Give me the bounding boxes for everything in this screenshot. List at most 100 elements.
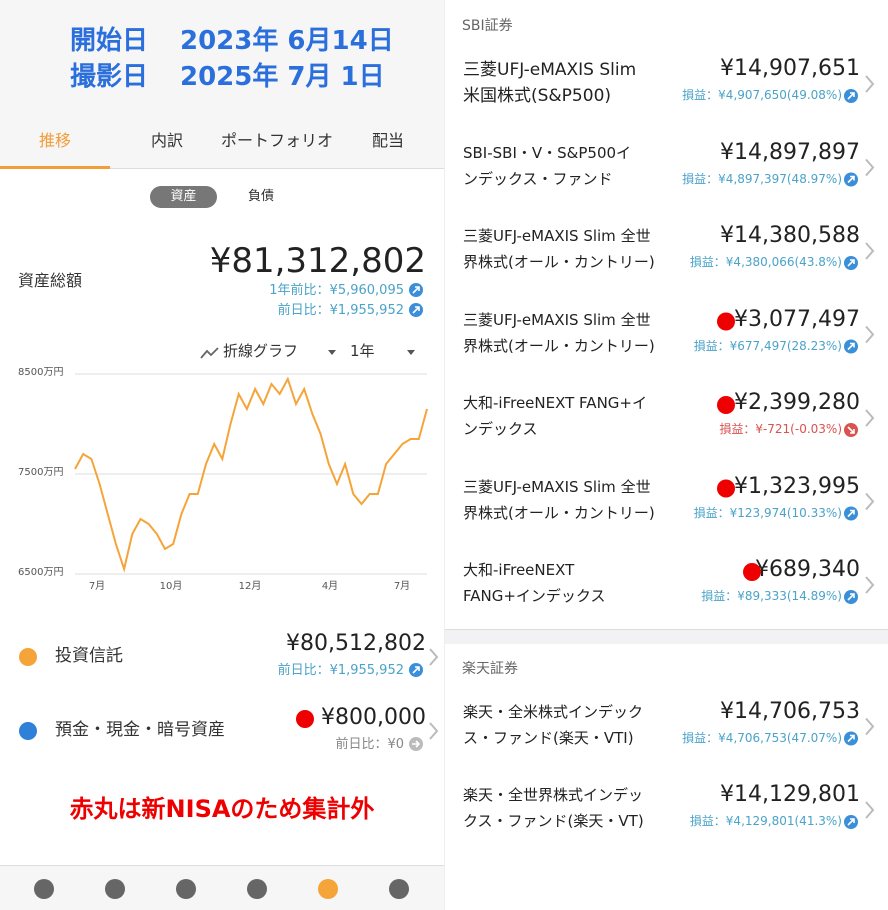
y-tick-label: 7500万円 [18, 467, 64, 478]
period[interactable]: 1年 [350, 342, 375, 360]
section-title: SBI証券 [462, 18, 513, 34]
gain-icon [844, 815, 858, 829]
y-tick-label: 6500万円 [18, 567, 64, 578]
fund-name[interactable]: 界株式(オール・カントリー) [463, 336, 655, 355]
fund-gain: 損益：¥4,907,650(49.08%) [682, 88, 842, 102]
category-name[interactable]: 預金・現金・暗号資産 [55, 720, 225, 740]
gain-icon-glyph [847, 593, 855, 601]
change-icon-glyph [412, 740, 421, 748]
fund-name[interactable]: 三菱UFJ-eMAXIS Slim 全世 [463, 477, 651, 496]
category-dot [19, 648, 37, 666]
x-tick-label: 10月 [159, 581, 183, 592]
fund-name[interactable]: 楽天・全世界株式インデッ [463, 786, 644, 804]
section-title: 楽天証券 [462, 660, 518, 677]
y-tick-label: 8500万円 [18, 367, 64, 378]
fund-gain: 損益：¥123,974(10.33%) [693, 505, 842, 520]
gain-icon [844, 590, 858, 604]
fund-name[interactable]: ンデックス・ファンド [463, 169, 613, 188]
fund-amount: ¥14,907,651 [720, 56, 860, 81]
chevron [865, 801, 875, 819]
category-dot [19, 722, 37, 740]
fund-amount: ¥2,399,280 [734, 390, 860, 415]
panel-divider [444, 0, 445, 910]
fund-name[interactable]: 三菱UFJ-eMAXIS Slim 全世 [463, 227, 651, 245]
chevron [865, 242, 875, 260]
fund-gain: 損益：¥4,897,397(48.97%) [682, 171, 842, 186]
toggle-option[interactable]: 資産 [170, 189, 197, 204]
fund-name[interactable]: SBI-SBI・V・S&P500イ [463, 143, 632, 162]
year-change: 1年前比：¥5,960,095 [269, 283, 404, 298]
fund-name[interactable]: ンデックス [463, 420, 538, 438]
change-icon [409, 737, 423, 751]
change-icon [409, 283, 423, 297]
gain-icon-glyph [847, 92, 855, 100]
change-icon [409, 303, 423, 317]
chevron [865, 492, 875, 511]
chart-type-icon [200, 347, 219, 359]
chevron [865, 717, 875, 736]
fund-name[interactable]: 三菱UFJ-eMAXIS Slim 全世 [463, 310, 651, 329]
fund-name[interactable]: 大和-iFreeNEXT FANG+イ [463, 394, 647, 412]
fund-amount: ¥14,380,588 [720, 223, 860, 248]
fund-amount: ¥1,323,995 [734, 473, 860, 499]
chevron [429, 648, 439, 666]
header-label: 開始日 [70, 26, 149, 56]
fund-name[interactable]: 米国株式(S&P500) [463, 86, 612, 106]
fund-name[interactable]: クス・ファンド(楽天・VT) [463, 812, 644, 830]
fund-gain: 損益：¥4,706,753(47.07%) [682, 730, 842, 745]
gain-icon [844, 731, 858, 746]
fund-gain: 損益：¥4,129,801(41.3%) [689, 814, 842, 828]
gain-icon [844, 89, 858, 103]
gain-icon-glyph [847, 734, 855, 743]
tab[interactable]: 配当 [371, 131, 404, 150]
fund-name[interactable]: 界株式(オール・カントリー) [463, 503, 655, 522]
tab[interactable]: ポートフォリオ [220, 131, 333, 150]
tab[interactable]: 推移 [38, 131, 71, 150]
chevron [865, 576, 875, 594]
nisa-dot [717, 396, 735, 414]
fund-name[interactable]: 三菱UFJ-eMAXIS Slim [463, 60, 637, 80]
gain-icon-glyph [847, 175, 855, 184]
header-label: 撮影日 [70, 62, 149, 92]
tab-underline [0, 166, 110, 169]
chevron [865, 158, 875, 177]
fund-gain: 損益：¥677,497(28.23%) [693, 338, 842, 353]
gain-icon-glyph [847, 342, 855, 351]
fund-name[interactable]: 界株式(オール・カントリー) [463, 253, 655, 271]
header-date: 2025年 7月 1日 [180, 62, 385, 92]
x-tick-label: 4月 [321, 581, 339, 592]
total-amount: ¥81,312,802 [209, 241, 426, 281]
section-gap [445, 628, 888, 644]
fund-name[interactable]: ス・ファンド(楽天・VTI) [463, 728, 634, 747]
nav-bar [0, 865, 444, 910]
header-bg [0, 0, 444, 168]
gain-icon [844, 506, 858, 521]
toggle-pill [150, 186, 217, 208]
fund-gain: 損益：¥-721(-0.03%) [719, 422, 842, 436]
fund-name[interactable]: FANG+インデックス [463, 587, 606, 605]
chevron [865, 325, 875, 344]
nisa-dot [296, 710, 314, 728]
category-amount: ¥80,512,802 [286, 631, 426, 656]
fund-gain: 損益：¥89,333(14.89%) [701, 589, 842, 603]
category-name[interactable]: 投資信託 [55, 646, 123, 666]
nisa-dot [717, 479, 735, 498]
fund-amount: ¥14,706,753 [720, 698, 860, 724]
gain-icon [844, 339, 858, 354]
header-date: 2023年 6月14日 [180, 26, 394, 56]
category-change: 前日比：¥1,955,952 [277, 663, 404, 678]
gain-icon [844, 172, 858, 187]
change-icon-glyph [412, 666, 420, 674]
fund-gain: 損益：¥4,380,066(43.8%) [689, 255, 842, 269]
fund-name[interactable]: 大和-iFreeNEXT [463, 561, 575, 579]
tab[interactable]: 内訳 [150, 131, 183, 150]
gain-icon [844, 423, 858, 437]
fund-name[interactable]: 楽天・全米株式インデック [463, 702, 644, 721]
chart-type[interactable]: 折線グラフ [223, 342, 299, 360]
day-change: 前日比：¥1,955,952 [277, 303, 404, 318]
toggle-option[interactable]: 負債 [247, 189, 274, 204]
category-amount: ¥800,000 [321, 705, 426, 730]
fund-amount: ¥14,897,897 [720, 139, 860, 165]
fund-amount: ¥14,129,801 [720, 782, 860, 807]
x-tick-label: 12月 [238, 581, 262, 592]
